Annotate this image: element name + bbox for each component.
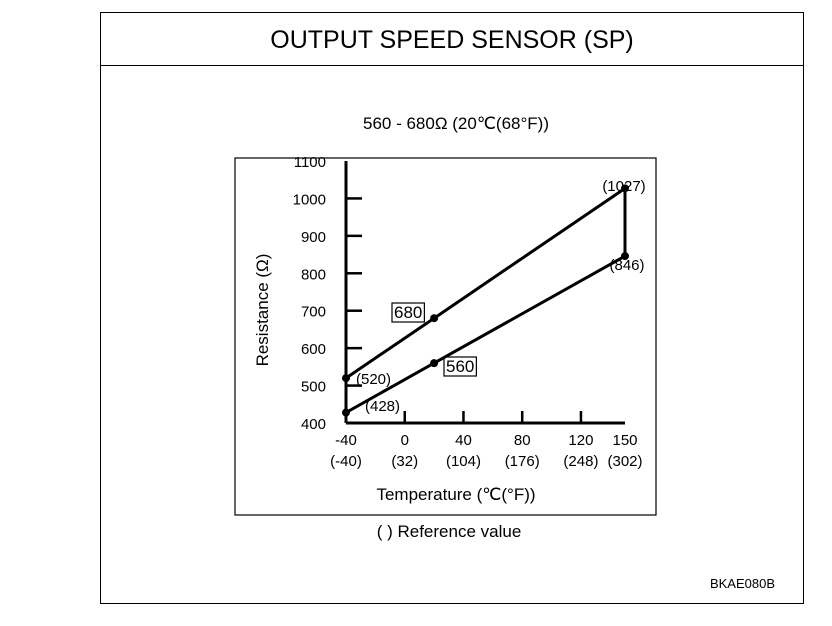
label-lower-nominal-box	[443, 356, 477, 377]
x-tick-sublabel: (176)	[505, 453, 540, 470]
x-tick-label: 0	[401, 432, 409, 449]
label-upper-min: (520)	[356, 371, 391, 388]
y-tick-label: 800	[301, 266, 326, 283]
data-point-lower	[430, 359, 439, 368]
y-tick-label: 1100	[294, 154, 326, 171]
series-line-upper	[345, 187, 626, 380]
series-line-lower	[345, 254, 626, 414]
x-tick-label: 120	[568, 432, 593, 449]
label-lower-min: (428)	[365, 398, 400, 415]
data-point-upper	[342, 374, 350, 383]
y-tick-label: 400	[301, 416, 326, 433]
x-tick-label: -40	[335, 432, 357, 449]
x-tick-sublabel: (302)	[607, 453, 642, 470]
x-tick-sublabel: (-40)	[330, 453, 362, 470]
label-lower-max: (846)	[609, 257, 644, 274]
label-upper-nominal: 680	[394, 303, 422, 322]
x-tick-sublabel: (248)	[563, 453, 598, 470]
x-tick-label: 80	[514, 432, 531, 449]
data-point-upper	[430, 314, 439, 323]
x-tick-sublabel: (32)	[391, 453, 418, 470]
y-axis-label: Resistance (Ω)	[253, 254, 272, 367]
y-tick-label: 600	[301, 341, 326, 358]
y-tick-label: 900	[301, 229, 326, 246]
label-upper-max: (1027)	[602, 178, 645, 195]
diagram-frame: OUTPUT SPEED SENSOR (SP) BKAE080B	[100, 12, 804, 604]
label-lower-nominal: 560	[446, 357, 474, 376]
figure-code: BKAE080B	[709, 576, 775, 591]
x-axis-label: Temperature (℃(°F))	[376, 485, 535, 504]
y-tick-label: 700	[301, 304, 326, 321]
x-tick-label: 40	[455, 432, 472, 449]
plot-frame	[234, 157, 657, 516]
reference-note: ( ) Reference value	[377, 522, 522, 541]
diagram-title: OUTPUT SPEED SENSOR (SP)	[101, 13, 803, 66]
chart-title: 560 - 680Ω (20℃(68°F))	[363, 114, 549, 133]
y-tick-label: 1000	[293, 191, 326, 208]
x-tick-label: 150	[612, 432, 637, 449]
x-tick-sublabel: (104)	[446, 453, 481, 470]
label-upper-nominal-box	[391, 302, 425, 323]
y-tick-label: 500	[301, 379, 326, 396]
data-point-lower	[342, 408, 350, 417]
